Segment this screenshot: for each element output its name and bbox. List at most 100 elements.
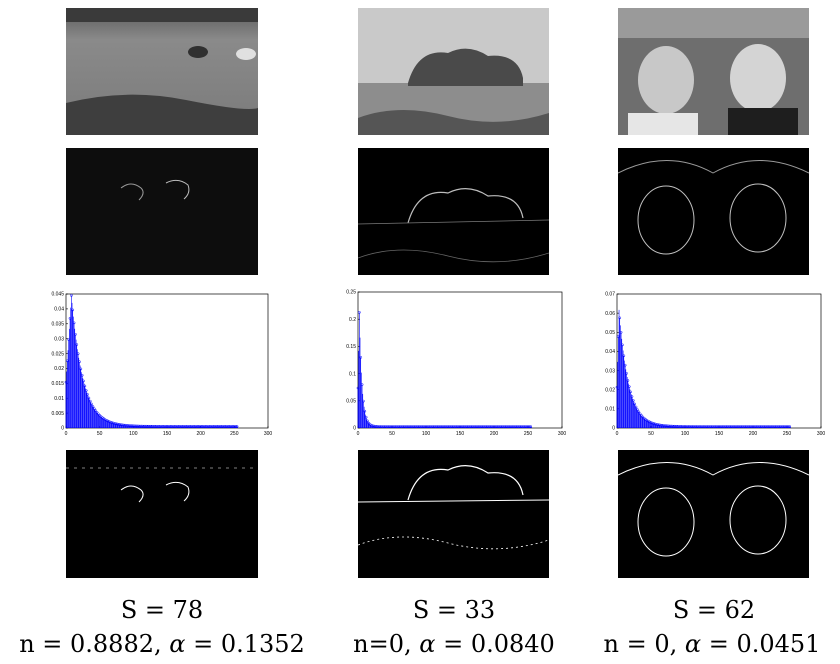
hist-point xyxy=(162,425,166,428)
hist-point xyxy=(736,425,740,428)
hist-point xyxy=(634,405,638,409)
hist-point xyxy=(640,414,643,417)
hist-point xyxy=(408,425,412,428)
hist-point xyxy=(746,425,749,428)
hist-point xyxy=(364,415,368,419)
hist-point xyxy=(753,425,756,428)
hist-point xyxy=(67,338,71,341)
hist-point xyxy=(728,425,732,428)
hist-point xyxy=(164,425,168,428)
hist-point xyxy=(751,425,755,428)
hist-point xyxy=(742,425,745,428)
hist-point xyxy=(682,425,685,428)
hist-point xyxy=(619,331,623,334)
hist-point xyxy=(665,424,669,428)
hist-point xyxy=(487,425,490,428)
hist-point xyxy=(377,425,380,428)
x-tick-label: 200 xyxy=(490,431,499,437)
hist-point xyxy=(356,386,360,390)
hist-point xyxy=(450,425,454,428)
caption-n-island: n=0, xyxy=(353,630,420,658)
hist-point xyxy=(503,425,507,428)
hist-point xyxy=(419,425,422,428)
hist-point xyxy=(765,425,768,428)
x-tick-label: 0 xyxy=(357,431,360,437)
gradient-magnitude-women xyxy=(618,148,809,275)
y-tick-label: 0.1 xyxy=(349,371,356,377)
hist-point xyxy=(615,385,619,389)
x-tick-label: 100 xyxy=(422,431,431,437)
hist-point xyxy=(484,425,488,428)
hist-point xyxy=(702,425,706,428)
hist-point xyxy=(496,425,500,428)
hist-point xyxy=(762,425,766,428)
hist-point xyxy=(200,425,204,428)
hist-point xyxy=(661,424,665,427)
hist-point xyxy=(144,424,147,428)
hist-point xyxy=(398,425,402,428)
hist-point xyxy=(231,425,235,428)
y-tick-label: 0.045 xyxy=(51,292,64,298)
hist-point xyxy=(133,424,137,428)
x-tick-label: 150 xyxy=(163,431,172,437)
hist-point xyxy=(442,425,446,428)
hist-point xyxy=(117,422,120,426)
hist-point xyxy=(109,420,112,424)
y-tick-label: 0.06 xyxy=(605,311,615,317)
hist-point xyxy=(629,390,632,394)
hist-point xyxy=(121,423,124,427)
hist-point xyxy=(686,425,690,428)
hist-point xyxy=(359,355,363,359)
y-tick-label: 0.01 xyxy=(605,407,615,413)
x-tick-label: 50 xyxy=(389,431,395,437)
histogram-women: 0 50 100 150 200 250 300 0 0.01 0.02 0.03 0.04 0.05 0… xyxy=(595,290,827,438)
hist-point xyxy=(400,425,403,428)
hist-point xyxy=(362,399,365,403)
hist-point xyxy=(95,411,99,414)
hist-point xyxy=(679,425,683,428)
hist-point xyxy=(72,321,76,325)
hist-point xyxy=(461,425,465,428)
hist-point xyxy=(740,425,744,428)
y-tick-label: 0 xyxy=(61,426,64,432)
hist-point xyxy=(232,425,236,428)
hist-point xyxy=(660,423,664,427)
hist-point xyxy=(206,425,209,428)
hist-point xyxy=(404,425,407,428)
hist-point xyxy=(406,425,410,428)
hist-point xyxy=(428,425,432,428)
hist-point xyxy=(687,425,691,428)
hist-point xyxy=(735,425,739,428)
hist-point xyxy=(670,424,673,428)
hist-point xyxy=(146,424,150,428)
hist-point xyxy=(432,425,436,428)
hist-point xyxy=(366,419,369,423)
hist-point xyxy=(74,333,77,336)
alpha-symbol: α xyxy=(684,630,702,658)
hist-point xyxy=(743,425,747,428)
hist-point xyxy=(91,405,95,408)
hist-point xyxy=(440,425,444,428)
hist-point xyxy=(358,311,361,314)
hist-point xyxy=(90,402,93,406)
gradient-magnitude-horses xyxy=(66,148,258,275)
hist-point xyxy=(513,425,516,428)
hist-point xyxy=(84,389,88,392)
y-tick-label: 0.02 xyxy=(605,387,615,393)
x-tick-label: 50 xyxy=(648,431,654,437)
hist-point xyxy=(504,425,508,428)
hist-point xyxy=(770,425,774,428)
hist-point xyxy=(150,424,154,428)
hist-point xyxy=(454,425,458,428)
hist-point xyxy=(106,419,110,423)
hist-point xyxy=(523,425,527,428)
hist-point xyxy=(709,425,713,428)
y-tick-label: 0.2 xyxy=(349,317,356,323)
hist-point xyxy=(712,425,715,428)
hist-point xyxy=(166,425,170,428)
hist-point xyxy=(107,420,111,423)
hist-point xyxy=(177,425,181,428)
hist-point xyxy=(630,395,634,398)
y-tick-label: 0.02 xyxy=(54,366,64,372)
y-tick-label: 0.15 xyxy=(346,344,356,350)
